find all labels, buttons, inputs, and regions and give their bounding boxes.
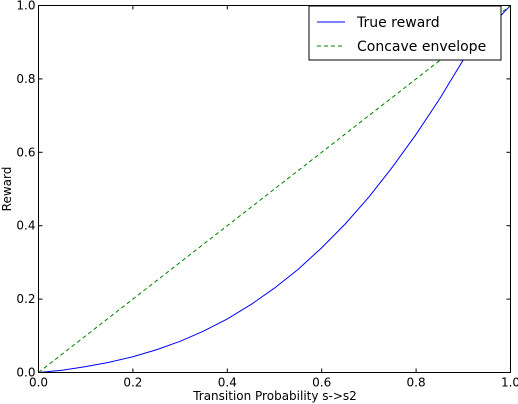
x-tick-label: 0.2 <box>123 376 142 390</box>
x-axis-label: Transition Probability s->s2 <box>192 389 357 403</box>
x-tick-label: 0.8 <box>407 376 426 390</box>
y-tick-label: 0.8 <box>16 72 35 86</box>
y-tick-label: 0.0 <box>16 366 35 380</box>
legend: True reward Concave envelope <box>308 5 502 61</box>
x-tick-label: 0.6 <box>312 376 331 390</box>
legend-label-true-reward: True reward <box>356 15 440 31</box>
plot-frame <box>38 5 511 373</box>
y-tick-label: 0.6 <box>16 145 35 159</box>
legend-box <box>308 5 502 61</box>
x-tick-label: 1.0 <box>501 376 518 390</box>
x-tick-label: 0.0 <box>29 376 48 390</box>
plot-area <box>38 5 511 373</box>
series-line-true-reward <box>38 5 511 373</box>
legend-label-concave-envelope: Concave envelope <box>357 39 486 55</box>
y-axis-label: Reward <box>0 167 14 212</box>
y-axis-ticks: 0.0 0.2 0.4 0.6 0.8 1.0 <box>16 0 511 380</box>
x-axis-ticks: 0.0 0.2 0.4 0.6 0.8 1.0 <box>29 5 518 390</box>
series-line-concave-envelope <box>38 5 511 373</box>
y-tick-label: 1.0 <box>16 0 35 13</box>
x-tick-label: 0.4 <box>218 376 237 390</box>
y-tick-label: 0.2 <box>16 292 35 306</box>
y-tick-label: 0.4 <box>16 219 35 233</box>
